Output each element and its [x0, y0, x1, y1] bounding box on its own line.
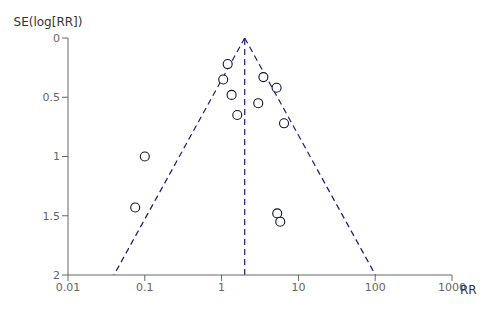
- svg-text:2: 2: [53, 269, 60, 282]
- svg-text:0.01: 0.01: [56, 281, 81, 294]
- svg-text:1: 1: [218, 281, 225, 294]
- svg-text:1.5: 1.5: [43, 210, 61, 223]
- svg-text:RR: RR: [460, 283, 477, 297]
- svg-text:0.1: 0.1: [136, 281, 154, 294]
- svg-text:1: 1: [53, 150, 60, 163]
- svg-text:1000: 1000: [438, 280, 466, 294]
- svg-text:SE(log[RR]): SE(log[RR]): [14, 15, 83, 29]
- svg-text:10: 10: [291, 281, 305, 294]
- svg-text:0: 0: [53, 32, 60, 45]
- svg-text:100: 100: [365, 281, 386, 294]
- svg-text:0.5: 0.5: [43, 91, 61, 104]
